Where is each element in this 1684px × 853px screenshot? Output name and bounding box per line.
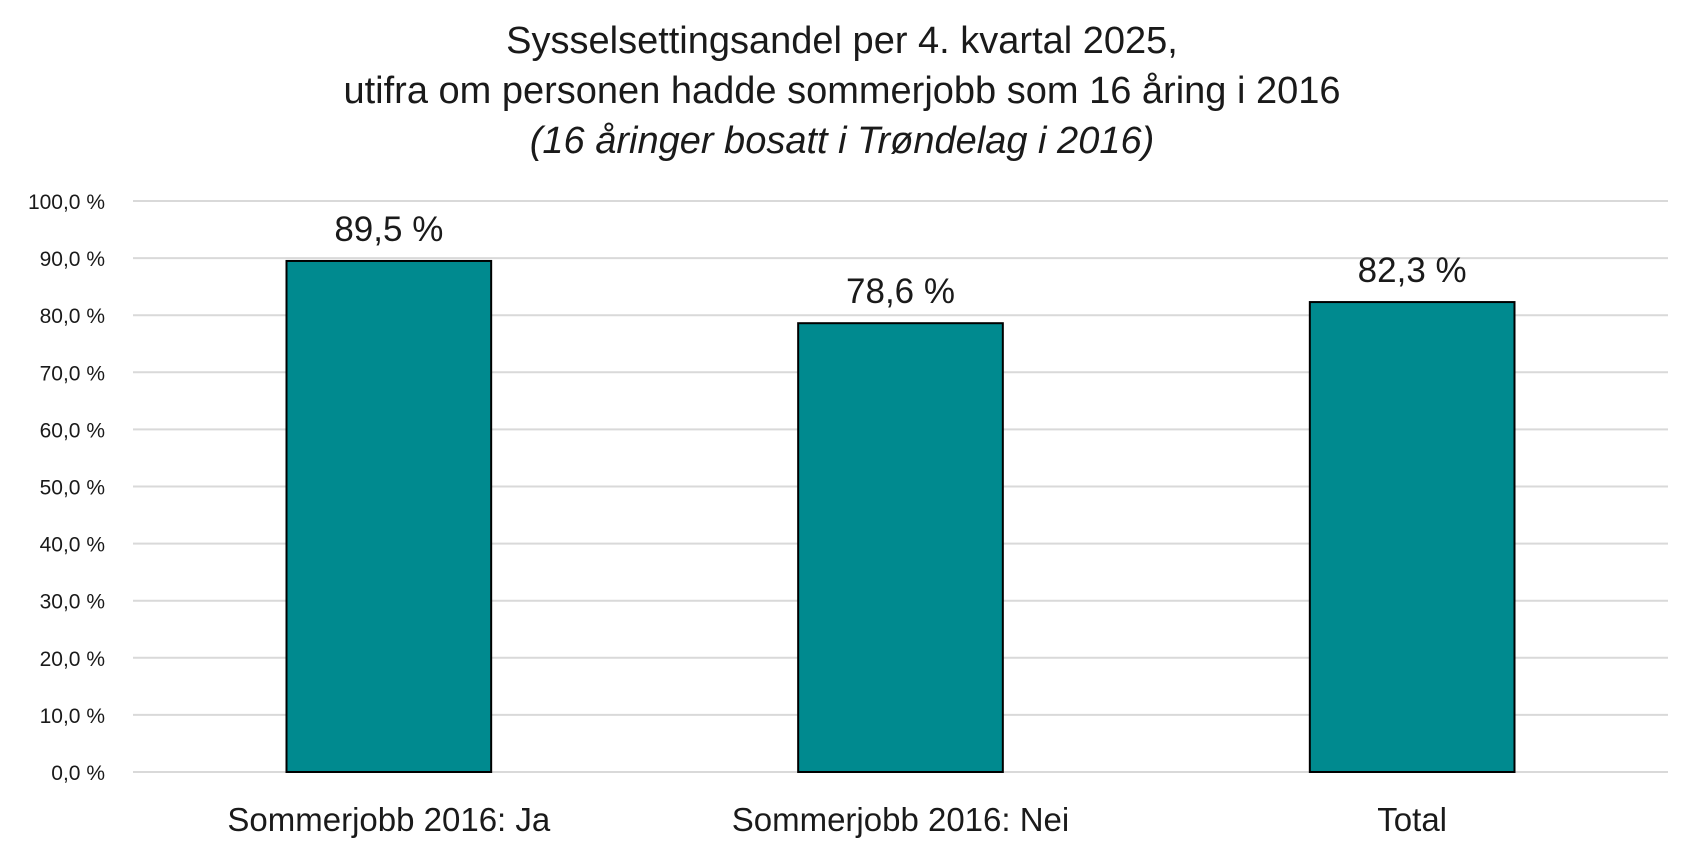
data-label: 89,5 % [334, 210, 443, 249]
bar [285, 259, 493, 773]
y-tick-label: 40,0 % [40, 534, 105, 557]
bar [797, 322, 1004, 773]
chart-subtitle: (16 åringer bosatt i Trøndelag i 2016) [529, 120, 1155, 162]
x-category-label: Total [1377, 801, 1447, 838]
data-labels: 89,5 % 78,6 % 82,3 % [334, 210, 1466, 311]
bars [285, 259, 1516, 773]
chart-title-line-2: utifra om personen hadde sommerjobb som … [343, 70, 1341, 112]
y-tick-label: 60,0 % [40, 419, 105, 442]
data-label: 82,3 % [1358, 251, 1467, 290]
chart-title-block: Sysselsettingsandel per 4. kvartal 2025,… [0, 16, 1684, 166]
y-tick-label: 90,0 % [40, 248, 105, 271]
bar [1308, 301, 1516, 773]
y-tick-label: 100,0 % [28, 191, 105, 214]
y-tick-label: 20,0 % [40, 648, 105, 671]
x-category-label: Sommerjobb 2016: Nei [732, 801, 1070, 838]
data-label: 78,6 % [846, 272, 955, 311]
x-axis-category-labels: Sommerjobb 2016: Ja Sommerjobb 2016: Nei T… [227, 801, 1447, 838]
y-tick-label: 30,0 % [40, 591, 105, 614]
y-tick-label: 50,0 % [40, 477, 105, 500]
y-tick-label: 70,0 % [40, 362, 105, 385]
x-category-label: Sommerjobb 2016: Ja [227, 801, 550, 838]
y-tick-label: 80,0 % [40, 305, 105, 328]
chart-title: Sysselsettingsandel per 4. kvartal 2025, [506, 20, 1178, 62]
y-tick-label: 0,0 % [51, 762, 105, 785]
y-axis-tick-labels: 0,0 % 10,0 % 20,0 % 30,0 % 40,0 % 50,0 % 60,0 … [28, 191, 105, 785]
y-tick-label: 10,0 % [40, 705, 105, 728]
